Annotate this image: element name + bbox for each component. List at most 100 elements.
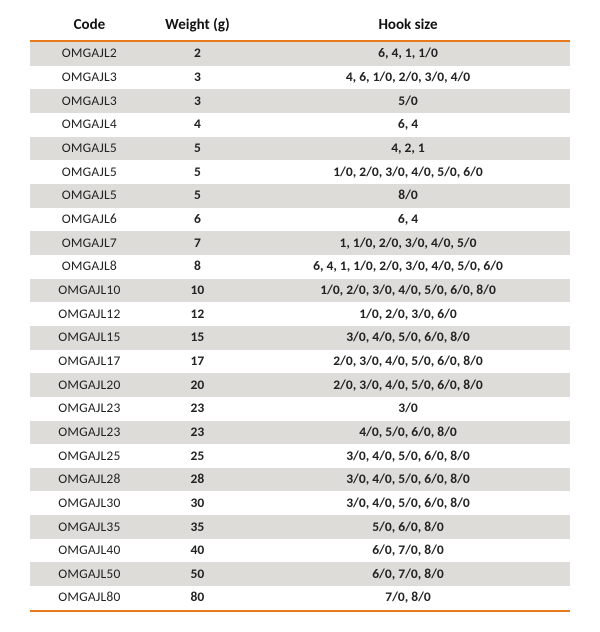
cell-weight: 8 <box>149 255 246 279</box>
cell-code: OMGAJL80 <box>30 586 149 611</box>
cell-weight: 80 <box>149 586 246 611</box>
cell-code: OMGAJL4 <box>30 113 149 137</box>
cell-weight: 23 <box>149 397 246 421</box>
cell-weight: 15 <box>149 326 246 350</box>
cell-code: OMGAJL15 <box>30 326 149 350</box>
cell-hook: 4, 6, 1/0, 2/0, 3/0, 4/0 <box>246 66 570 90</box>
cell-weight: 5 <box>149 160 246 184</box>
cell-hook: 6, 4 <box>246 113 570 137</box>
cell-weight: 5 <box>149 137 246 161</box>
table-row: OMGAJL551/0, 2/0, 3/0, 4/0, 5/0, 6/0 <box>30 160 570 184</box>
cell-code: OMGAJL7 <box>30 231 149 255</box>
cell-hook: 3/0, 4/0, 5/0, 6/0, 8/0 <box>246 444 570 468</box>
table-row: OMGAJL80807/0, 8/0 <box>30 586 570 611</box>
cell-weight: 25 <box>149 444 246 468</box>
table-row: OMGAJL226, 4, 1, 1/0 <box>30 41 570 66</box>
cell-code: OMGAJL28 <box>30 468 149 492</box>
table-row: OMGAJL50506/0, 7/0, 8/0 <box>30 562 570 586</box>
cell-code: OMGAJL3 <box>30 89 149 113</box>
cell-hook: 1/0, 2/0, 3/0, 4/0, 5/0, 6/0 <box>246 160 570 184</box>
cell-code: OMGAJL30 <box>30 491 149 515</box>
header-hook: Hook size <box>246 12 570 41</box>
cell-weight: 3 <box>149 66 246 90</box>
header-code: Code <box>30 12 149 41</box>
cell-hook: 1, 1/0, 2/0, 3/0, 4/0, 5/0 <box>246 231 570 255</box>
cell-hook: 2/0, 3/0, 4/0, 5/0, 6/0, 8/0 <box>246 373 570 397</box>
header-row: Code Weight (g) Hook size <box>30 12 570 41</box>
cell-weight: 20 <box>149 373 246 397</box>
cell-hook: 5/0, 6/0, 8/0 <box>246 515 570 539</box>
cell-code: OMGAJL23 <box>30 421 149 445</box>
cell-code: OMGAJL23 <box>30 397 149 421</box>
cell-code: OMGAJL3 <box>30 66 149 90</box>
cell-weight: 10 <box>149 279 246 303</box>
cell-hook: 3/0, 4/0, 5/0, 6/0, 8/0 <box>246 491 570 515</box>
cell-code: OMGAJL5 <box>30 137 149 161</box>
table-row: OMGAJL17172/0, 3/0, 4/0, 5/0, 6/0, 8/0 <box>30 350 570 374</box>
table-row: OMGAJL771, 1/0, 2/0, 3/0, 4/0, 5/0 <box>30 231 570 255</box>
cell-code: OMGAJL6 <box>30 208 149 232</box>
table-row: OMGAJL25253/0, 4/0, 5/0, 6/0, 8/0 <box>30 444 570 468</box>
cell-weight: 12 <box>149 302 246 326</box>
cell-weight: 50 <box>149 562 246 586</box>
cell-hook: 1/0, 2/0, 3/0, 4/0, 5/0, 6/0, 8/0 <box>246 279 570 303</box>
cell-code: OMGAJL35 <box>30 515 149 539</box>
table-row: OMGAJL334, 6, 1/0, 2/0, 3/0, 4/0 <box>30 66 570 90</box>
table-row: OMGAJL10101/0, 2/0, 3/0, 4/0, 5/0, 6/0, … <box>30 279 570 303</box>
cell-hook: 6/0, 7/0, 8/0 <box>246 562 570 586</box>
table-row: OMGAJL886, 4, 1, 1/0, 2/0, 3/0, 4/0, 5/0… <box>30 255 570 279</box>
product-spec-table: Code Weight (g) Hook size OMGAJL226, 4, … <box>30 12 570 612</box>
header-code-label: Code <box>74 16 106 34</box>
table-row: OMGAJL12121/0, 2/0, 3/0, 6/0 <box>30 302 570 326</box>
table-row: OMGAJL20202/0, 3/0, 4/0, 5/0, 6/0, 8/0 <box>30 373 570 397</box>
table-row: OMGAJL23233/0 <box>30 397 570 421</box>
cell-weight: 35 <box>149 515 246 539</box>
cell-hook: 6, 4, 1, 1/0 <box>246 41 570 66</box>
table-row: OMGAJL23234/0, 5/0, 6/0, 8/0 <box>30 421 570 445</box>
cell-hook: 6, 4 <box>246 208 570 232</box>
cell-code: OMGAJL20 <box>30 373 149 397</box>
cell-hook: 7/0, 8/0 <box>246 586 570 611</box>
cell-hook: 3/0, 4/0, 5/0, 6/0, 8/0 <box>246 326 570 350</box>
table-row: OMGAJL666, 4 <box>30 208 570 232</box>
cell-weight: 7 <box>149 231 246 255</box>
header-weight-label: Weight <box>165 16 210 34</box>
cell-hook: 4, 2, 1 <box>246 137 570 161</box>
cell-weight: 30 <box>149 491 246 515</box>
cell-hook: 6/0, 7/0, 8/0 <box>246 539 570 563</box>
table-row: OMGAJL558/0 <box>30 184 570 208</box>
cell-hook: 5/0 <box>246 89 570 113</box>
table-row: OMGAJL35355/0, 6/0, 8/0 <box>30 515 570 539</box>
cell-weight: 3 <box>149 89 246 113</box>
cell-code: OMGAJL50 <box>30 562 149 586</box>
cell-weight: 4 <box>149 113 246 137</box>
header-weight: Weight (g) <box>149 12 246 41</box>
cell-code: OMGAJL12 <box>30 302 149 326</box>
cell-code: OMGAJL10 <box>30 279 149 303</box>
cell-weight: 2 <box>149 41 246 66</box>
table-row: OMGAJL40406/0, 7/0, 8/0 <box>30 539 570 563</box>
cell-code: OMGAJL40 <box>30 539 149 563</box>
cell-weight: 23 <box>149 421 246 445</box>
cell-hook: 3/0 <box>246 397 570 421</box>
table-body: OMGAJL226, 4, 1, 1/0OMGAJL334, 6, 1/0, 2… <box>30 41 570 611</box>
header-weight-unit: (g) <box>213 16 230 34</box>
cell-weight: 17 <box>149 350 246 374</box>
cell-code: OMGAJL5 <box>30 160 149 184</box>
cell-weight: 6 <box>149 208 246 232</box>
cell-hook: 1/0, 2/0, 3/0, 6/0 <box>246 302 570 326</box>
cell-hook: 8/0 <box>246 184 570 208</box>
table-bottom-rule <box>30 611 570 612</box>
table-row: OMGAJL335/0 <box>30 89 570 113</box>
cell-hook: 6, 4, 1, 1/0, 2/0, 3/0, 4/0, 5/0, 6/0 <box>246 255 570 279</box>
cell-weight: 5 <box>149 184 246 208</box>
cell-code: OMGAJL8 <box>30 255 149 279</box>
table-row: OMGAJL30303/0, 4/0, 5/0, 6/0, 8/0 <box>30 491 570 515</box>
cell-code: OMGAJL5 <box>30 184 149 208</box>
cell-weight: 28 <box>149 468 246 492</box>
cell-code: OMGAJL25 <box>30 444 149 468</box>
table-row: OMGAJL15153/0, 4/0, 5/0, 6/0, 8/0 <box>30 326 570 350</box>
cell-code: OMGAJL2 <box>30 41 149 66</box>
cell-code: OMGAJL17 <box>30 350 149 374</box>
table-row: OMGAJL554, 2, 1 <box>30 137 570 161</box>
